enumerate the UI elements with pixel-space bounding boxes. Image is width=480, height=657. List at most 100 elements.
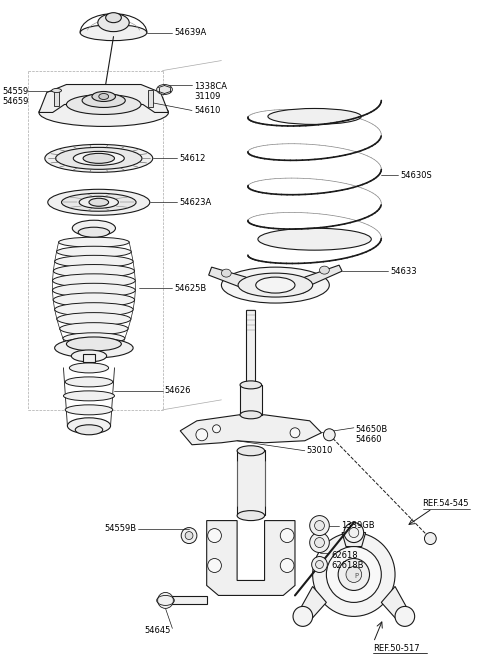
Text: 54645: 54645 <box>144 626 170 635</box>
Bar <box>83 354 95 362</box>
Text: 54559B: 54559B <box>104 524 136 533</box>
Ellipse shape <box>320 266 329 274</box>
Circle shape <box>157 593 173 608</box>
Ellipse shape <box>61 193 136 212</box>
Ellipse shape <box>65 377 113 387</box>
Bar <box>240 385 262 415</box>
Circle shape <box>208 558 221 572</box>
Ellipse shape <box>72 220 116 237</box>
Ellipse shape <box>57 246 131 258</box>
Text: 54623A: 54623A <box>179 198 212 207</box>
Text: 54626: 54626 <box>165 386 191 396</box>
Ellipse shape <box>63 333 125 344</box>
Bar <box>148 89 153 108</box>
Bar <box>166 597 207 604</box>
Ellipse shape <box>237 510 264 520</box>
Ellipse shape <box>57 313 131 326</box>
Polygon shape <box>303 265 342 293</box>
Ellipse shape <box>221 267 329 303</box>
Text: 1339GB: 1339GB <box>341 521 375 530</box>
Ellipse shape <box>45 145 153 172</box>
Ellipse shape <box>55 303 133 316</box>
Polygon shape <box>381 587 408 624</box>
Ellipse shape <box>60 323 128 335</box>
Text: 54625B: 54625B <box>174 284 206 292</box>
Ellipse shape <box>238 273 312 297</box>
Text: 62618
62618B: 62618 62618B <box>331 551 364 570</box>
Text: 54612: 54612 <box>179 154 205 163</box>
Circle shape <box>315 560 324 568</box>
Text: 54639A: 54639A <box>174 28 206 37</box>
Bar <box>246 309 255 384</box>
Ellipse shape <box>268 108 361 124</box>
Ellipse shape <box>52 283 135 297</box>
Ellipse shape <box>52 89 61 93</box>
Ellipse shape <box>65 405 113 415</box>
Ellipse shape <box>67 418 110 434</box>
Circle shape <box>280 558 294 572</box>
Circle shape <box>213 425 220 433</box>
Ellipse shape <box>72 350 107 362</box>
Text: 1338CA
31109: 1338CA 31109 <box>194 81 227 101</box>
Ellipse shape <box>258 228 372 250</box>
Polygon shape <box>39 85 168 112</box>
Circle shape <box>196 429 208 441</box>
Circle shape <box>424 533 436 545</box>
Ellipse shape <box>70 419 108 429</box>
Ellipse shape <box>237 445 264 456</box>
Ellipse shape <box>63 391 115 401</box>
Bar <box>54 91 59 106</box>
Ellipse shape <box>221 269 231 277</box>
Circle shape <box>395 606 415 626</box>
Circle shape <box>290 428 300 438</box>
Circle shape <box>314 520 324 531</box>
Ellipse shape <box>48 189 150 215</box>
Circle shape <box>280 529 294 543</box>
Text: 54610: 54610 <box>194 106 220 115</box>
Ellipse shape <box>39 99 168 126</box>
Circle shape <box>312 556 327 572</box>
Polygon shape <box>300 587 326 624</box>
Text: 54633: 54633 <box>390 267 417 276</box>
Ellipse shape <box>59 237 129 247</box>
Ellipse shape <box>66 343 121 353</box>
Ellipse shape <box>80 25 147 41</box>
Text: REF.50-517: REF.50-517 <box>373 644 420 653</box>
Circle shape <box>344 522 364 543</box>
Circle shape <box>181 528 197 543</box>
Ellipse shape <box>53 293 134 307</box>
Polygon shape <box>207 520 295 595</box>
Circle shape <box>293 606 312 626</box>
Ellipse shape <box>73 151 124 166</box>
Text: P: P <box>355 574 359 579</box>
Ellipse shape <box>70 363 108 373</box>
Ellipse shape <box>156 85 172 95</box>
Ellipse shape <box>66 95 141 114</box>
Ellipse shape <box>79 196 119 208</box>
Ellipse shape <box>240 411 262 419</box>
Text: 53010: 53010 <box>307 446 333 455</box>
Ellipse shape <box>55 256 133 267</box>
Circle shape <box>338 558 370 591</box>
Circle shape <box>326 547 381 602</box>
Circle shape <box>324 429 335 441</box>
Ellipse shape <box>89 198 108 206</box>
Ellipse shape <box>82 93 125 108</box>
Text: REF.54-545: REF.54-545 <box>422 499 469 508</box>
Ellipse shape <box>78 227 109 237</box>
Ellipse shape <box>66 337 121 351</box>
Polygon shape <box>342 533 366 547</box>
Circle shape <box>310 533 329 553</box>
Ellipse shape <box>106 12 121 22</box>
Text: 54630S: 54630S <box>400 171 432 180</box>
Circle shape <box>208 529 221 543</box>
Text: 54559
54659: 54559 54659 <box>3 87 29 106</box>
Ellipse shape <box>55 338 133 358</box>
Circle shape <box>312 533 395 616</box>
Ellipse shape <box>75 425 103 435</box>
Ellipse shape <box>53 265 134 277</box>
Circle shape <box>314 537 324 547</box>
Ellipse shape <box>92 91 116 101</box>
Circle shape <box>310 516 329 535</box>
Circle shape <box>349 528 359 537</box>
